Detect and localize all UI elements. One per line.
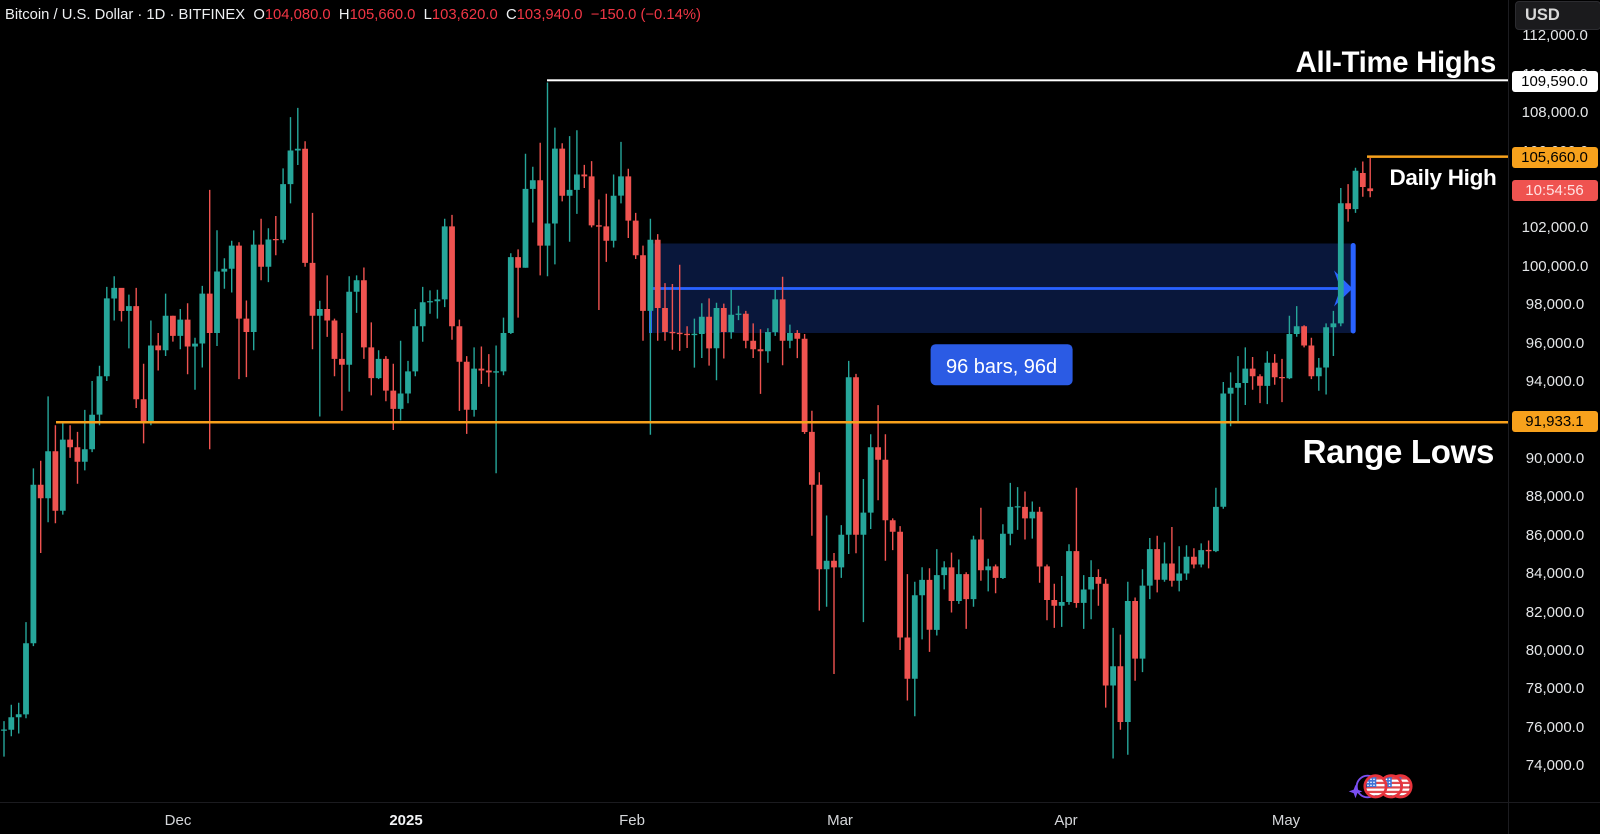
svg-text:96 bars, 96d: 96 bars, 96d (946, 356, 1057, 378)
